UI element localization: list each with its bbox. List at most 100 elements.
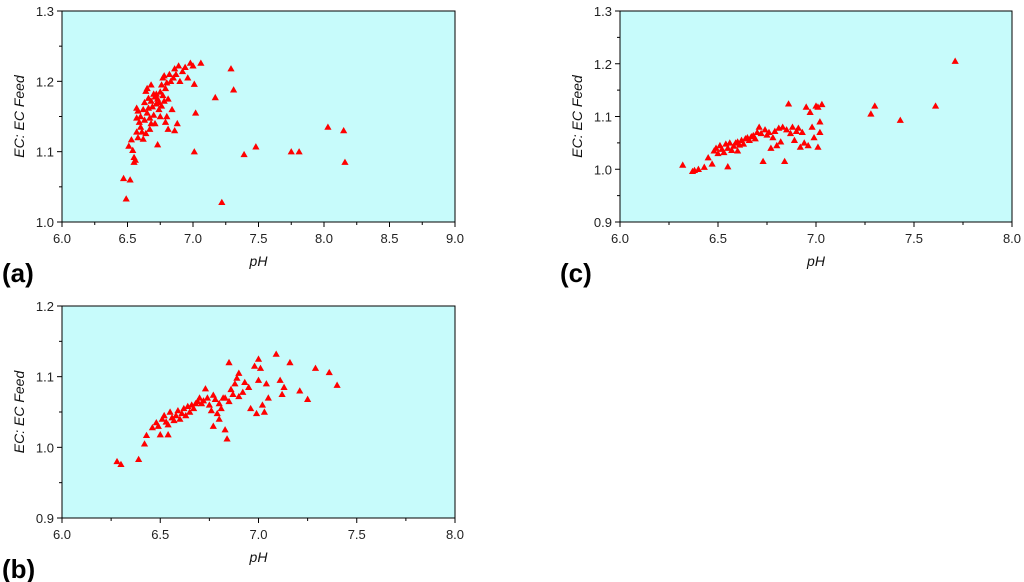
plot-area-c <box>619 10 1013 223</box>
data-point <box>233 374 241 381</box>
data-point <box>146 125 154 132</box>
data-point <box>700 163 708 170</box>
data-point <box>211 395 219 402</box>
y-tick-label: 1.2 <box>594 57 612 72</box>
data-point <box>241 378 249 386</box>
x-tick-label: 8.5 <box>380 231 398 246</box>
y-tick-label: 1.2 <box>36 74 54 89</box>
data-point <box>808 123 816 130</box>
data-point <box>137 112 145 120</box>
data-point <box>131 156 139 163</box>
plot-area-a <box>61 10 456 223</box>
x-tick-label: 6.0 <box>611 231 629 246</box>
data-point <box>296 387 304 394</box>
chart-panel-c: 6.0 6.5 7.0 7.5 8.0 0.9 1.0 1.1 1.2 1.3 pH EC: EC F… <box>560 4 1021 288</box>
data-point <box>712 144 720 151</box>
data-point <box>170 416 178 424</box>
data-point <box>174 62 183 69</box>
data-point <box>896 116 904 123</box>
data-point <box>205 401 213 408</box>
data-point <box>287 148 295 155</box>
data-point <box>171 65 179 72</box>
data-point <box>133 104 141 111</box>
data-point <box>215 399 223 407</box>
data-point <box>730 142 738 149</box>
data-point <box>209 422 217 429</box>
data-point <box>154 141 162 148</box>
data-point <box>218 198 226 206</box>
data-point <box>240 150 248 158</box>
y-tick-label: 0.9 <box>36 511 54 526</box>
data-point <box>751 135 759 142</box>
data-point <box>769 134 777 141</box>
x-axis-title: pH <box>249 549 269 565</box>
data-point <box>166 408 174 415</box>
data-point <box>714 149 722 157</box>
data-point <box>679 161 687 168</box>
data-point <box>221 426 229 433</box>
data-point <box>794 124 802 131</box>
data-point <box>759 157 767 165</box>
data-point <box>113 457 121 465</box>
data-point <box>197 59 205 66</box>
data-point <box>272 350 280 357</box>
x-tick-label: 7.5 <box>249 231 267 246</box>
data-point <box>252 143 260 150</box>
data-point <box>260 408 268 415</box>
data-point <box>788 123 797 130</box>
x-tick-label: 6.5 <box>118 231 136 246</box>
data-point <box>235 392 243 400</box>
data-point <box>771 127 779 134</box>
x-tick-label: 6.5 <box>151 527 169 542</box>
data-point <box>176 77 184 85</box>
data-point <box>247 404 255 412</box>
x-tick-label: 8.0 <box>446 527 464 542</box>
data-point <box>786 129 795 137</box>
y-tick-label: 1.0 <box>594 162 612 177</box>
data-point <box>122 195 130 202</box>
data-point <box>264 394 272 401</box>
data-point <box>239 388 247 395</box>
data-point <box>127 136 136 143</box>
chart-panel-b: 6.0 6.5 7.0 7.5 8.0 0.9 1.0 1.1 1.2 pH EC: EC Feed… <box>2 299 464 582</box>
data-point <box>134 134 142 141</box>
data-point <box>765 128 773 136</box>
data-point <box>135 118 143 125</box>
data-point <box>156 431 164 438</box>
data-point <box>810 134 818 141</box>
data-point <box>178 67 187 75</box>
data-point <box>295 148 303 155</box>
data-point <box>796 143 804 150</box>
data-point <box>278 390 286 398</box>
chart-panel-a: 6.0 6.5 7.0 7.5 8.0 8.5 9.0 1.0 1.1 1.2 1.3 pH EC: E… <box>2 4 464 288</box>
data-point <box>227 65 235 72</box>
data-point <box>135 455 143 463</box>
panel-label-c: (c) <box>560 258 592 288</box>
data-point <box>184 74 192 81</box>
data-point <box>256 364 265 371</box>
data-point <box>161 84 170 92</box>
data-point <box>147 119 155 127</box>
data-point <box>252 409 261 417</box>
x-axis-title: pH <box>806 253 826 269</box>
data-point <box>229 390 237 398</box>
data-point <box>190 404 198 412</box>
data-point <box>174 406 182 414</box>
data-point <box>147 81 155 88</box>
data-point <box>117 460 125 467</box>
data-point <box>167 77 175 85</box>
y-tick-label: 1.1 <box>36 145 54 160</box>
data-point <box>333 381 341 388</box>
y-tick-label: 1.3 <box>36 4 54 19</box>
data-point <box>720 148 728 156</box>
data-point <box>790 136 799 143</box>
data-point <box>156 112 164 120</box>
data-point <box>148 423 156 431</box>
data-point <box>726 139 734 146</box>
data-point <box>745 136 753 143</box>
data-point <box>761 126 769 133</box>
data-point <box>165 70 174 77</box>
data-point <box>199 397 208 404</box>
data-point <box>143 84 151 92</box>
